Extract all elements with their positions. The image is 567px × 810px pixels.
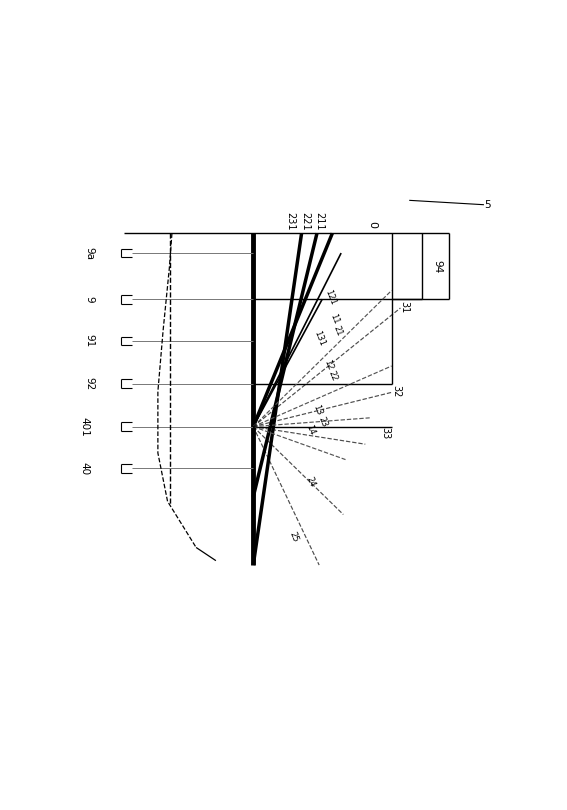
Text: 14: 14 (304, 423, 316, 437)
Text: 40: 40 (80, 462, 90, 475)
Text: 32: 32 (391, 386, 401, 398)
Text: 12: 12 (322, 359, 335, 372)
Text: 94: 94 (432, 260, 442, 273)
Text: 0: 0 (367, 221, 377, 228)
Text: 22: 22 (326, 369, 338, 382)
Text: 91: 91 (84, 335, 94, 347)
Text: 23: 23 (316, 416, 329, 428)
Text: 92: 92 (84, 377, 94, 390)
Text: 11: 11 (328, 313, 341, 326)
Text: 13: 13 (312, 403, 324, 417)
Text: 24: 24 (304, 475, 316, 488)
Text: 33: 33 (380, 427, 390, 439)
Text: 231: 231 (286, 212, 295, 231)
Text: 21: 21 (332, 324, 344, 338)
Text: 31: 31 (399, 301, 409, 313)
Text: 221: 221 (300, 212, 310, 231)
Text: 121: 121 (323, 288, 337, 306)
Text: 9a: 9a (84, 246, 94, 259)
Text: 5: 5 (484, 200, 491, 210)
Text: 401: 401 (79, 417, 89, 437)
Text: 131: 131 (312, 330, 327, 347)
Text: 25: 25 (288, 531, 301, 544)
Text: 9: 9 (84, 296, 94, 302)
Text: 211: 211 (314, 212, 324, 231)
